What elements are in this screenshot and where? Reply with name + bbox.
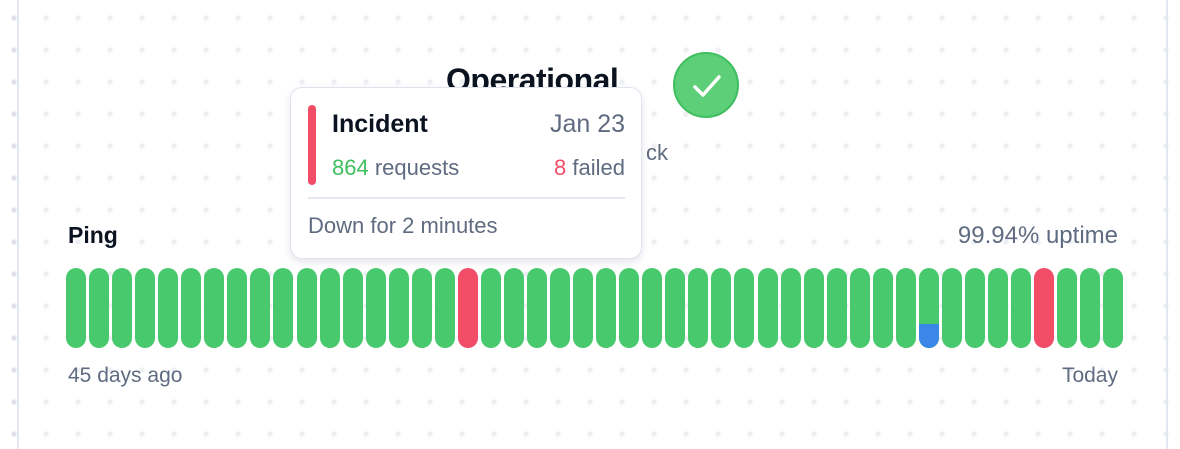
uptime-bar-up[interactable] xyxy=(642,268,663,348)
uptime-bar-up[interactable] xyxy=(964,268,985,348)
uptime-bar-up[interactable] xyxy=(550,268,571,348)
range-start-label: 45 days ago xyxy=(68,364,183,387)
monitor-name: Ping xyxy=(68,222,118,248)
uptime-bar-up[interactable] xyxy=(826,268,847,348)
partial-fill xyxy=(918,324,939,348)
uptime-bar-up[interactable] xyxy=(66,268,86,348)
failed-label: failed xyxy=(566,155,625,180)
failed-count: 8 xyxy=(554,155,567,180)
uptime-bar-down[interactable] xyxy=(1034,268,1055,348)
uptime-bar-up[interactable] xyxy=(665,268,686,348)
uptime-bar-up[interactable] xyxy=(734,268,755,348)
uptime-bar-up[interactable] xyxy=(1057,268,1078,348)
tooltip-date: Jan 23 xyxy=(549,110,625,138)
uptime-bar-up[interactable] xyxy=(619,268,640,348)
uptime-bar-up[interactable] xyxy=(112,268,133,348)
incident-stripe xyxy=(308,105,316,185)
uptime-bar-up[interactable] xyxy=(434,268,455,348)
uptime-bar-up[interactable] xyxy=(135,268,156,348)
uptime-bar-up[interactable] xyxy=(711,268,732,348)
uptime-bar-up[interactable] xyxy=(388,268,409,348)
uptime-bar-up[interactable] xyxy=(227,268,248,348)
uptime-bar-partial[interactable] xyxy=(918,268,939,348)
uptime-bar-up[interactable] xyxy=(204,268,225,348)
right-divider xyxy=(1166,0,1168,449)
uptime-bar-down[interactable] xyxy=(457,268,478,348)
tooltip-divider xyxy=(308,197,625,199)
status-subtitle: ck xyxy=(646,140,668,165)
uptime-bar-up[interactable] xyxy=(688,268,709,348)
uptime-bar-up[interactable] xyxy=(158,268,179,348)
uptime-bar-up[interactable] xyxy=(181,268,202,348)
uptime-bar-up[interactable] xyxy=(319,268,340,348)
uptime-bar-up[interactable] xyxy=(872,268,893,348)
uptime-bar-up[interactable] xyxy=(527,268,547,348)
uptime-bar-up[interactable] xyxy=(988,268,1008,348)
uptime-bar-up[interactable] xyxy=(480,268,501,348)
uptime-bar-up[interactable] xyxy=(89,268,110,348)
uptime-bar-up[interactable] xyxy=(365,268,386,348)
uptime-bar-up[interactable] xyxy=(573,268,594,348)
requests-count: 864 xyxy=(332,155,369,180)
tooltip-note: Down for 2 minutes xyxy=(308,213,498,238)
uptime-bar-up[interactable] xyxy=(803,268,824,348)
incident-tooltip: Incident Jan 23 864 requests 8 failed Do… xyxy=(290,87,642,259)
uptime-value: 99.94% uptime xyxy=(957,222,1118,249)
uptime-bar-up[interactable] xyxy=(757,268,778,348)
uptime-bar-up[interactable] xyxy=(1080,268,1101,348)
uptime-bar-up[interactable] xyxy=(296,268,317,348)
tooltip-title: Incident xyxy=(332,110,428,138)
uptime-bar-up[interactable] xyxy=(780,268,801,348)
uptime-bar-up[interactable] xyxy=(273,268,294,348)
uptime-bar-up[interactable] xyxy=(250,268,271,348)
range-end-label: Today xyxy=(1061,364,1118,387)
uptime-bar-up[interactable] xyxy=(596,268,617,348)
uptime-bar-up[interactable] xyxy=(342,268,363,348)
uptime-bar-up[interactable] xyxy=(503,268,524,348)
uptime-bar-up[interactable] xyxy=(895,268,916,348)
uptime-bar-up[interactable] xyxy=(849,268,870,348)
uptime-bar-up[interactable] xyxy=(411,268,432,348)
left-divider xyxy=(17,0,19,449)
uptime-bar-up[interactable] xyxy=(941,268,962,348)
check-circle-icon xyxy=(673,52,739,118)
tooltip-requests: 864 requests xyxy=(332,155,459,181)
edge-dots xyxy=(10,0,18,449)
tooltip-failed: 8 failed xyxy=(554,155,625,181)
uptime-bar-up[interactable] xyxy=(1011,268,1032,348)
uptime-bar-up[interactable] xyxy=(1103,268,1124,348)
requests-label: requests xyxy=(368,155,460,180)
